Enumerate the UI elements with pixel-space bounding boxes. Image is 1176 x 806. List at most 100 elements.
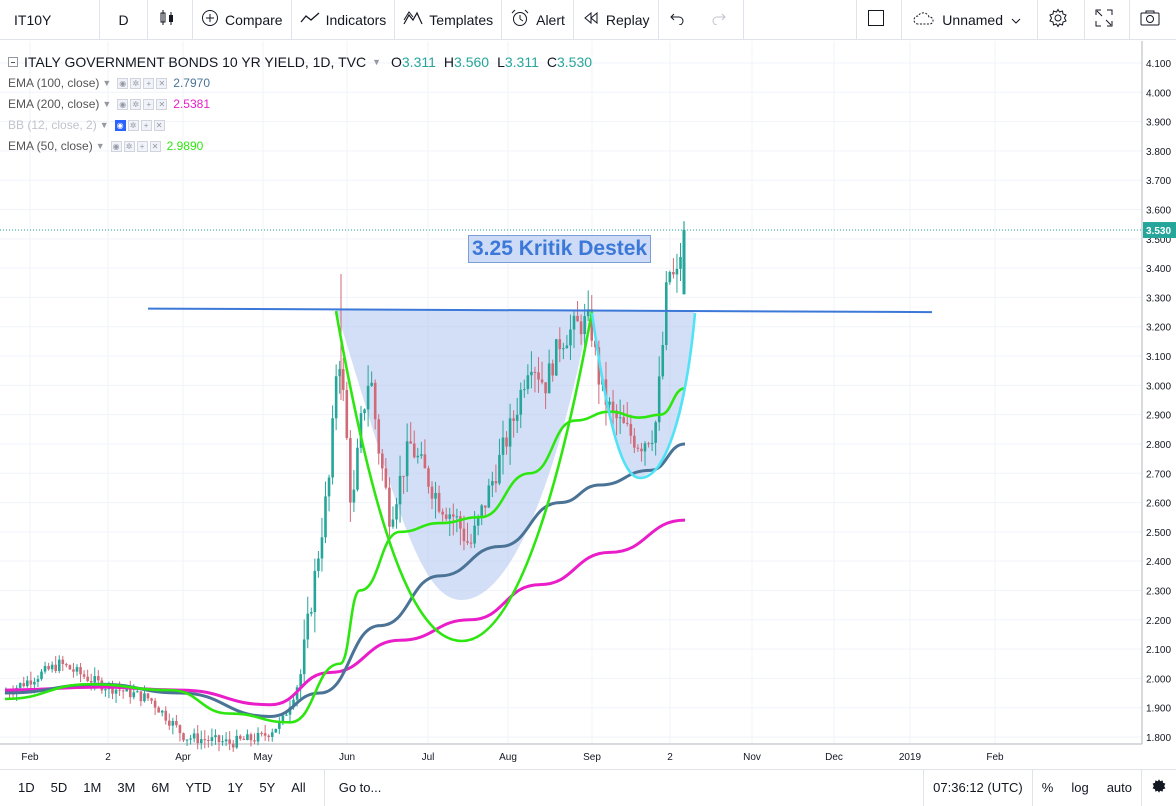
indicator-legend-row[interactable]: EMA (50, close) ▼ ◉ ✲ + ✕ 2.9890	[8, 136, 592, 156]
replay-button[interactable]: Replay	[574, 0, 659, 40]
candle-body	[373, 382, 377, 420]
gear-icon[interactable]: ✲	[130, 98, 142, 110]
undo-button[interactable]	[659, 0, 701, 40]
alert-label: Alert	[536, 11, 565, 28]
support-annotation[interactable]: 3.25 Kritik Destek	[468, 235, 652, 263]
plus-icon[interactable]: +	[140, 119, 152, 131]
indicator-controls: ◉ ✲ + ✕	[117, 77, 168, 89]
candle-body	[40, 671, 43, 680]
title-caret-icon[interactable]: ▼	[372, 57, 381, 67]
layout-name-button[interactable]: Unnamed	[902, 0, 1038, 40]
close-icon[interactable]: ✕	[153, 119, 165, 131]
open-value: 3.311	[401, 54, 436, 70]
support-trendline[interactable]	[147, 307, 933, 314]
symbol-search[interactable]: IT10Y	[0, 0, 100, 40]
compare-button[interactable]: Compare	[193, 0, 292, 40]
redo-button[interactable]	[701, 0, 744, 40]
candle-body	[178, 725, 182, 734]
percent-scale-toggle[interactable]: %	[1031, 769, 1063, 806]
candle-body	[242, 738, 246, 740]
layout-select-button[interactable]	[856, 0, 903, 40]
candle-body	[168, 720, 171, 726]
close-icon[interactable]: ✕	[149, 140, 161, 152]
fullscreen-button[interactable]	[1085, 0, 1130, 40]
range-button-3m[interactable]: 3M	[117, 780, 136, 795]
range-button-5d[interactable]: 5D	[50, 780, 68, 795]
gear-icon[interactable]: ✲	[127, 119, 139, 131]
snapshot-button[interactable]	[1130, 0, 1176, 40]
rewind-icon	[582, 11, 606, 28]
candle-body	[576, 315, 579, 322]
range-button-all[interactable]: All	[291, 780, 306, 795]
candle-body	[306, 613, 310, 640]
candle-body	[551, 363, 554, 376]
chart-pane[interactable]: 4.100 4.000 3.900 3.800 3.700 3.600 3.500 3.400…	[0, 41, 1176, 769]
candle-body	[196, 733, 199, 744]
plus-icon[interactable]: +	[143, 98, 155, 110]
collapse-legend-icon[interactable]	[8, 57, 18, 67]
candle-body	[104, 689, 107, 691]
candle-body	[412, 443, 416, 458]
indicator-legend-row[interactable]: EMA (100, close) ▼ ◉ ✲ + ✕ 2.7970	[8, 73, 592, 93]
templates-button[interactable]: Templates	[395, 0, 503, 40]
gear-icon[interactable]: ✲	[123, 140, 135, 152]
price-chart[interactable]: 4.100 4.000 3.900 3.800 3.700 3.600 3.500 3.400…	[0, 41, 1176, 769]
settings-button[interactable]	[1038, 0, 1085, 40]
candle-body	[487, 485, 491, 508]
handle-curve-drawing[interactable]	[590, 312, 697, 480]
candle-body	[118, 689, 121, 691]
interval-button[interactable]: D	[100, 0, 148, 40]
eye-icon[interactable]: ◉	[110, 140, 122, 152]
close-key: C	[546, 54, 557, 70]
indicator-legend-row[interactable]: EMA (200, close) ▼ ◉ ✲ + ✕ 2.5381	[8, 94, 592, 114]
plus-icon[interactable]: +	[143, 77, 155, 89]
range-button-1m[interactable]: 1M	[83, 780, 102, 795]
goto-button[interactable]: Go to...	[323, 769, 396, 806]
candle-body	[345, 389, 349, 439]
candle-body	[93, 676, 97, 683]
candle-body	[139, 691, 143, 702]
close-icon[interactable]: ✕	[156, 98, 168, 110]
clock-display[interactable]: 07:36:12 (UTC)	[923, 769, 1032, 806]
candle-body	[476, 516, 480, 526]
eye-icon[interactable]: ◉	[117, 77, 129, 89]
range-button-1y[interactable]: 1Y	[227, 780, 244, 795]
close-icon[interactable]: ✕	[156, 77, 168, 89]
indicator-caret-icon[interactable]: ▼	[102, 99, 112, 109]
auto-scale-toggle[interactable]: auto	[1106, 780, 1132, 795]
eye-icon[interactable]: ◉	[117, 98, 129, 110]
price-tick-label: 2.300	[1146, 586, 1171, 597]
range-button-1d[interactable]: 1D	[18, 780, 35, 795]
indicator-caret-icon[interactable]: ▼	[102, 78, 112, 88]
plus-icon[interactable]: +	[136, 140, 148, 152]
indicators-button[interactable]: Indicators	[292, 0, 396, 40]
price-tick-label: 2.800	[1146, 440, 1171, 451]
candle-body	[668, 271, 672, 283]
indicator-caret-icon[interactable]: ▼	[95, 141, 105, 151]
indicator-value: 2.5381	[173, 97, 210, 111]
indicator-legend-row[interactable]: BB (12, close, 2) ▼ ◉ ✲ + ✕	[8, 115, 592, 135]
indicator-caret-icon[interactable]: ▼	[99, 120, 109, 130]
range-button-ytd[interactable]: YTD	[185, 780, 212, 795]
candle-body	[491, 481, 494, 486]
candle-body	[68, 665, 72, 670]
gear-icon[interactable]: ✲	[130, 77, 142, 89]
range-button-5y[interactable]: 5Y	[259, 780, 276, 795]
candle-body	[331, 418, 334, 478]
candle-body	[650, 442, 654, 445]
chart-style-button[interactable]	[148, 0, 193, 40]
price-tick-label: 2.000	[1146, 674, 1171, 685]
range-button-6m[interactable]: 6M	[151, 780, 170, 795]
time-tick-label: 2019	[899, 752, 922, 763]
log-scale-toggle[interactable]: log	[1071, 780, 1089, 795]
candle-body	[505, 437, 508, 447]
candle-body	[643, 443, 647, 452]
cloud-icon	[912, 11, 942, 28]
chart-settings-button[interactable]	[1141, 769, 1176, 806]
compare-label: Compare	[225, 11, 283, 28]
cup-curve-drawing[interactable]	[334, 310, 594, 643]
candle-body	[363, 409, 366, 414]
candle-body	[65, 663, 68, 666]
alert-button[interactable]: Alert	[502, 0, 574, 40]
eye-icon[interactable]: ◉	[114, 119, 126, 131]
